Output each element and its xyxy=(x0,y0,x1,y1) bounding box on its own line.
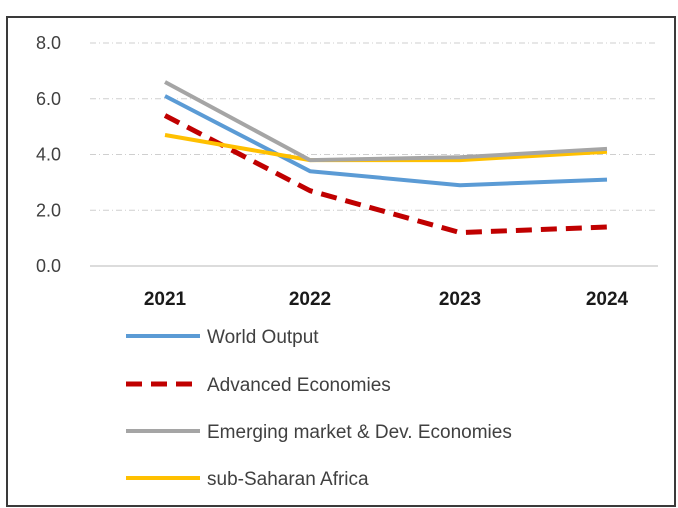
y-tick-label: 2.0 xyxy=(36,200,61,220)
y-tick-label: 0.0 xyxy=(36,256,61,276)
y-tick-label: 4.0 xyxy=(36,145,61,165)
x-tick-label: 2022 xyxy=(289,289,331,310)
legend-label: Emerging market & Dev. Economies xyxy=(207,422,512,443)
y-tick-label: 8.0 xyxy=(36,33,61,53)
x-axis: 2021 2022 2023 2024 xyxy=(144,289,629,310)
legend: World Output Advanced Economies Emerging m… xyxy=(126,327,512,490)
legend-label: World Output xyxy=(207,327,319,348)
x-tick-label: 2024 xyxy=(586,289,629,310)
legend-label: sub-Saharan Africa xyxy=(207,469,369,490)
series-lines xyxy=(163,80,608,236)
x-tick-label: 2021 xyxy=(144,289,187,310)
series-line-0 xyxy=(164,94,608,188)
y-axis: 0.0 2.0 4.0 6.0 8.0 xyxy=(36,33,61,276)
series-line-2 xyxy=(164,80,608,163)
x-tick-label: 2023 xyxy=(439,289,481,310)
legend-label: Advanced Economies xyxy=(207,375,391,396)
series-line-1 xyxy=(163,113,608,236)
y-tick-label: 6.0 xyxy=(36,89,61,109)
